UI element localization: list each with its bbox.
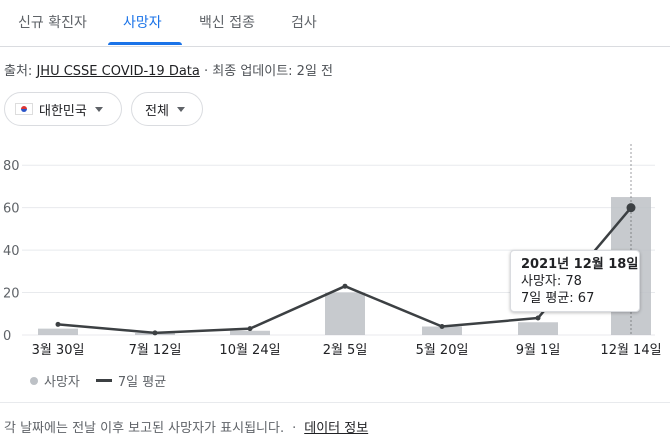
legend-line-swatch bbox=[95, 379, 112, 382]
tab-bar: 신규 확진자 사망자 백신 접종 검사 bbox=[0, 0, 670, 47]
x-tick-label: 10월 24일 bbox=[219, 343, 280, 358]
y-tick-label: 60 bbox=[3, 202, 20, 217]
y-tick-label: 80 bbox=[3, 159, 20, 174]
y-tick-label: 40 bbox=[3, 244, 20, 259]
tab-tests[interactable]: 검사 bbox=[291, 15, 317, 31]
deaths-chart[interactable]: 0 20 40 60 80 3월 30일 7월 12일 10월 24일 2월 5일 5월 20일 9… bbox=[0, 138, 670, 360]
average-point bbox=[439, 324, 445, 330]
average-point bbox=[55, 321, 61, 327]
source-line: 출처: JHU CSSE COVID-19 Data · 최종 업데이트: 2일… bbox=[4, 60, 333, 79]
x-tick-label: 2월 5일 bbox=[323, 343, 368, 358]
legend-bar-swatch bbox=[30, 376, 38, 385]
y-tick-label: 20 bbox=[3, 287, 20, 302]
average-point bbox=[342, 283, 348, 289]
average-point bbox=[152, 330, 158, 336]
death-bar bbox=[422, 326, 462, 335]
death-bar bbox=[325, 292, 365, 335]
footer-note: 각 날짜에는 전날 이후 보고된 사망자가 표시됩니다. bbox=[4, 421, 285, 436]
death-bar bbox=[38, 328, 78, 335]
tab-new-cases[interactable]: 신규 확진자 bbox=[18, 15, 87, 31]
data-info-link[interactable]: 데이터 정보 bbox=[304, 421, 369, 436]
tab-vaccinations[interactable]: 백신 접종 bbox=[199, 15, 255, 31]
source-prefix: 출처: bbox=[4, 64, 33, 79]
tooltip-date: 2021년 12월 18일 bbox=[521, 257, 639, 272]
last-updated: · 최종 업데이트: 2일 전 bbox=[199, 64, 333, 79]
death-bar bbox=[518, 322, 558, 335]
footer: 각 날짜에는 전날 이후 보고된 사망자가 표시됩니다. · 데이터 정보 bbox=[4, 421, 369, 436]
death-bar bbox=[230, 330, 270, 335]
active-tab-indicator bbox=[108, 42, 182, 45]
legend-average: 7일 평균 bbox=[117, 375, 167, 390]
dropdown-caret-icon bbox=[94, 106, 103, 112]
x-tick-label: 5월 20일 bbox=[416, 343, 469, 358]
x-tick-label: 7월 12일 bbox=[129, 343, 182, 358]
average-point bbox=[535, 315, 541, 321]
divider bbox=[0, 402, 670, 403]
average-point bbox=[247, 326, 253, 332]
tooltip-average: 7일 평균: 67 bbox=[521, 291, 595, 306]
south-korea-flag-icon bbox=[15, 103, 33, 115]
country-dropdown[interactable]: 대한민국 bbox=[4, 92, 122, 126]
dropdown-caret-icon bbox=[176, 106, 185, 112]
range-label: 전체 bbox=[145, 103, 169, 119]
range-dropdown[interactable]: 전체 bbox=[131, 92, 203, 126]
tab-deaths[interactable]: 사망자 bbox=[123, 15, 162, 31]
chart-tooltip: 2021년 12월 18일 사망자: 78 7일 평균: 67 bbox=[510, 250, 640, 312]
y-tick-label: 0 bbox=[3, 329, 11, 344]
source-link[interactable]: JHU CSSE COVID-19 Data bbox=[36, 64, 200, 79]
x-tick-label: 12월 14일 bbox=[600, 343, 661, 358]
selected-point-marker bbox=[626, 203, 636, 213]
x-tick-label: 3월 30일 bbox=[32, 343, 85, 358]
chart-legend: 사망자 7일 평균 bbox=[30, 371, 166, 390]
tooltip-deaths: 사망자: 78 bbox=[521, 274, 582, 289]
country-label: 대한민국 bbox=[39, 103, 87, 119]
legend-deaths: 사망자 bbox=[44, 375, 80, 390]
x-tick-label: 9월 1일 bbox=[516, 343, 561, 358]
